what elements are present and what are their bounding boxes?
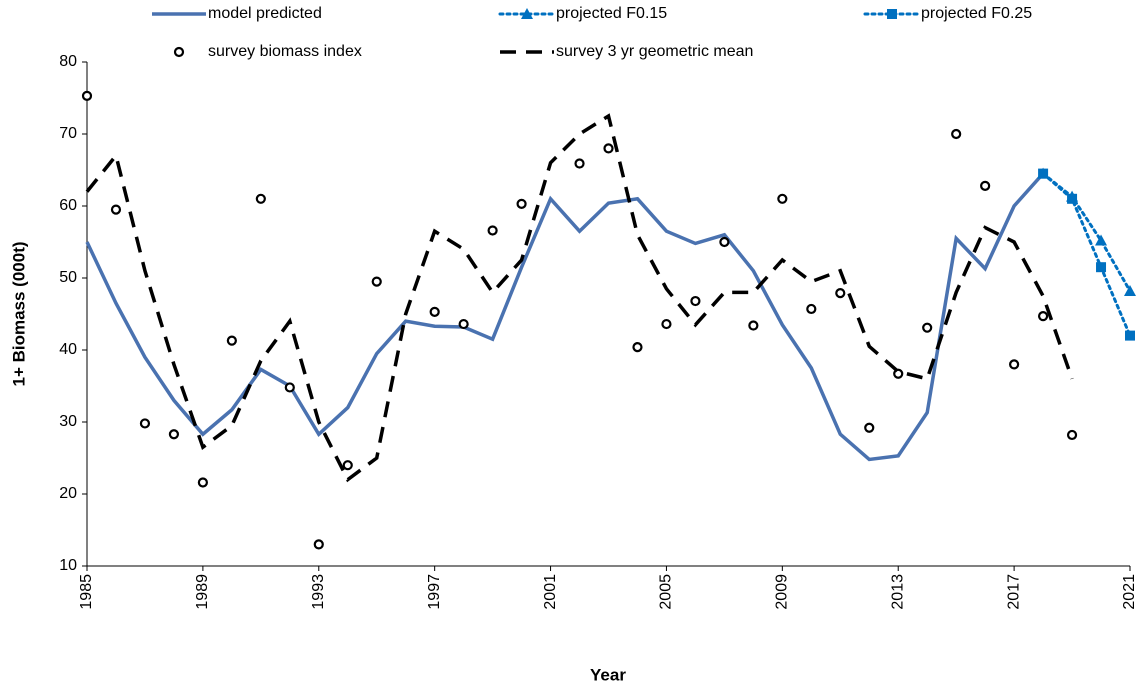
y-axis-title: 1+ Biomass (000t) xyxy=(9,241,28,386)
marker xyxy=(1095,234,1108,246)
x-tick-label: 2005 xyxy=(658,574,675,610)
marker xyxy=(1066,429,1078,441)
y-tick-label: 50 xyxy=(59,269,77,286)
marker xyxy=(516,198,527,209)
marker xyxy=(371,276,382,287)
marker xyxy=(342,460,353,471)
x-tick-label: 2009 xyxy=(774,574,791,610)
marker xyxy=(226,335,237,346)
marker xyxy=(139,418,151,429)
marker xyxy=(951,128,962,140)
marker xyxy=(806,303,817,315)
marker xyxy=(922,322,933,333)
marker xyxy=(255,193,266,204)
marker xyxy=(1038,168,1049,179)
marker xyxy=(835,288,846,299)
marker xyxy=(429,306,440,317)
legend-marker xyxy=(173,46,185,58)
x-tick-label: 1985 xyxy=(78,574,95,610)
series-line xyxy=(85,172,1045,462)
marker xyxy=(458,318,469,330)
marker xyxy=(197,477,208,488)
legend-label: model predicted xyxy=(208,5,322,22)
x-axis-title: Year xyxy=(590,665,626,684)
marker xyxy=(777,193,788,204)
x-tick-label: 1997 xyxy=(426,574,443,610)
series-line xyxy=(85,113,1074,483)
marker xyxy=(980,180,991,191)
marker xyxy=(719,236,730,248)
legend-label: survey biomass index xyxy=(208,43,362,60)
series-line xyxy=(1041,172,1132,338)
legend-marker xyxy=(521,8,533,19)
marker xyxy=(661,318,672,330)
y-tick-label: 40 xyxy=(59,341,77,358)
marker xyxy=(1009,359,1020,370)
marker xyxy=(313,539,324,550)
x-tick-label: 2021 xyxy=(1121,574,1138,610)
y-tick-label: 80 xyxy=(59,53,77,70)
marker xyxy=(1096,262,1107,273)
y-tick-label: 10 xyxy=(59,557,77,574)
marker xyxy=(1037,311,1049,322)
marker xyxy=(603,143,614,154)
y-tick-label: 70 xyxy=(59,125,77,142)
marker xyxy=(284,382,295,393)
legend-label: survey 3 yr geometric mean xyxy=(556,43,753,60)
marker xyxy=(487,225,498,236)
x-tick-label: 2013 xyxy=(889,574,906,610)
marker xyxy=(632,342,643,353)
y-tick-label: 30 xyxy=(59,413,77,430)
marker xyxy=(1067,193,1078,204)
marker xyxy=(690,295,701,307)
marker xyxy=(1125,330,1135,341)
marker xyxy=(864,422,875,433)
marker xyxy=(110,204,122,215)
x-tick-label: 1989 xyxy=(194,574,211,610)
x-tick-label: 1993 xyxy=(310,574,327,610)
marker xyxy=(748,320,759,331)
marker xyxy=(1124,284,1136,296)
legend-label: projected F0.15 xyxy=(556,5,667,22)
y-tick-label: 60 xyxy=(59,197,77,214)
x-tick-label: 2001 xyxy=(542,574,559,610)
x-tick-label: 2017 xyxy=(1005,574,1022,610)
y-tick-label: 20 xyxy=(59,485,77,502)
legend-marker xyxy=(887,9,897,19)
legend-label: projected F0.25 xyxy=(921,5,1032,22)
series-line xyxy=(1041,172,1132,293)
marker xyxy=(168,429,180,440)
marker xyxy=(81,90,93,101)
marker xyxy=(574,158,585,169)
